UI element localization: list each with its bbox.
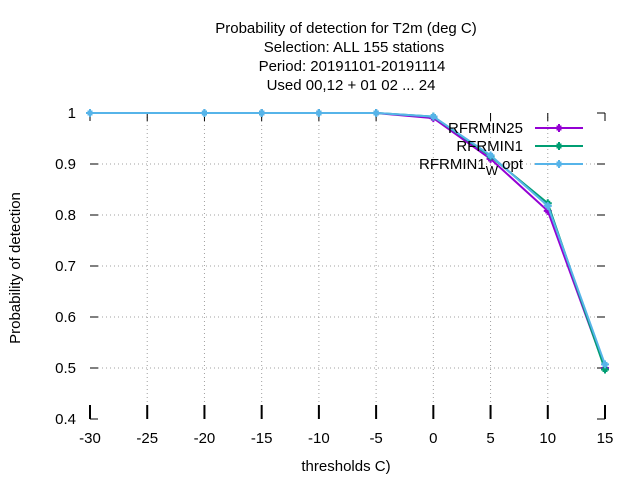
legend-label: RFRMIN1W opt [419, 156, 524, 178]
x-tick-label: 10 [539, 430, 556, 447]
x-axis-label: thresholds C) [301, 458, 390, 475]
y-tick-label: 0.6 [55, 309, 76, 326]
x-tick-label: -20 [194, 430, 216, 447]
series-1 [86, 109, 609, 372]
title-line-1: Probability of detection for T2m (deg C) [215, 20, 477, 37]
legend-label: RFRMIN25 [448, 120, 523, 137]
data-point-dot [430, 114, 436, 120]
tick-labels: -30 -25 -20 -15 -10 -5 0 5 10 15 0.4 0.5 0.6 0.7 0.8 0.… [55, 105, 613, 447]
series-line [90, 112, 606, 365]
data-point-dot [602, 361, 608, 367]
title-line-3: Period: 20191101-20191114 [259, 58, 446, 75]
series-group [86, 109, 609, 374]
data-point-dot [201, 110, 207, 116]
legend-item-2: RFRMIN1 [456, 138, 583, 155]
x-tick-label: -5 [369, 430, 382, 447]
x-tick-label: -30 [79, 430, 101, 447]
x-tick-label: -25 [136, 430, 158, 447]
y-tick-label: 0.7 [55, 258, 76, 275]
grid [90, 113, 605, 419]
series-line [90, 112, 606, 370]
title-line-2: Selection: ALL 155 stations [264, 39, 444, 56]
y-axis-label: Probability of detection [7, 192, 24, 344]
data-point-dot [259, 110, 265, 116]
y-tick-label: 1 [68, 105, 76, 122]
series-line [90, 112, 606, 369]
legend-item-1: RFRMIN25 [448, 120, 583, 137]
chart-title: Probability of detection for T2m (deg C)… [215, 20, 477, 94]
legend-marker-dot [556, 143, 562, 149]
data-point-dot [545, 203, 551, 209]
legend-marker-dot [556, 125, 562, 131]
y-tick-label: 0.9 [55, 156, 76, 173]
legend-item-3: RFRMIN1W opt [419, 156, 583, 178]
title-line-4: Used 00,12 + 01 02 ... 24 [267, 77, 436, 94]
y-tick-label: 0.4 [55, 411, 76, 428]
data-point-dot [373, 110, 379, 116]
y-tick-label: 0.8 [55, 207, 76, 224]
x-tick-label: -10 [308, 430, 330, 447]
data-point-dot [316, 110, 322, 116]
x-tick-label: -15 [251, 430, 273, 447]
data-point-dot [488, 152, 494, 158]
series-3 [86, 109, 609, 369]
legend-label: RFRMIN1 [456, 138, 523, 155]
data-point-dot [602, 367, 608, 373]
x-tick-label: 0 [429, 430, 437, 447]
data-point-dot [545, 208, 551, 214]
axes [89, 112, 606, 420]
series-2 [86, 109, 609, 374]
data-point-dot [87, 110, 93, 116]
y-tick-label: 0.5 [55, 360, 76, 377]
legend-marker-dot [556, 161, 562, 167]
x-tick-label: 15 [597, 430, 614, 447]
x-tick-label: 5 [486, 430, 494, 447]
